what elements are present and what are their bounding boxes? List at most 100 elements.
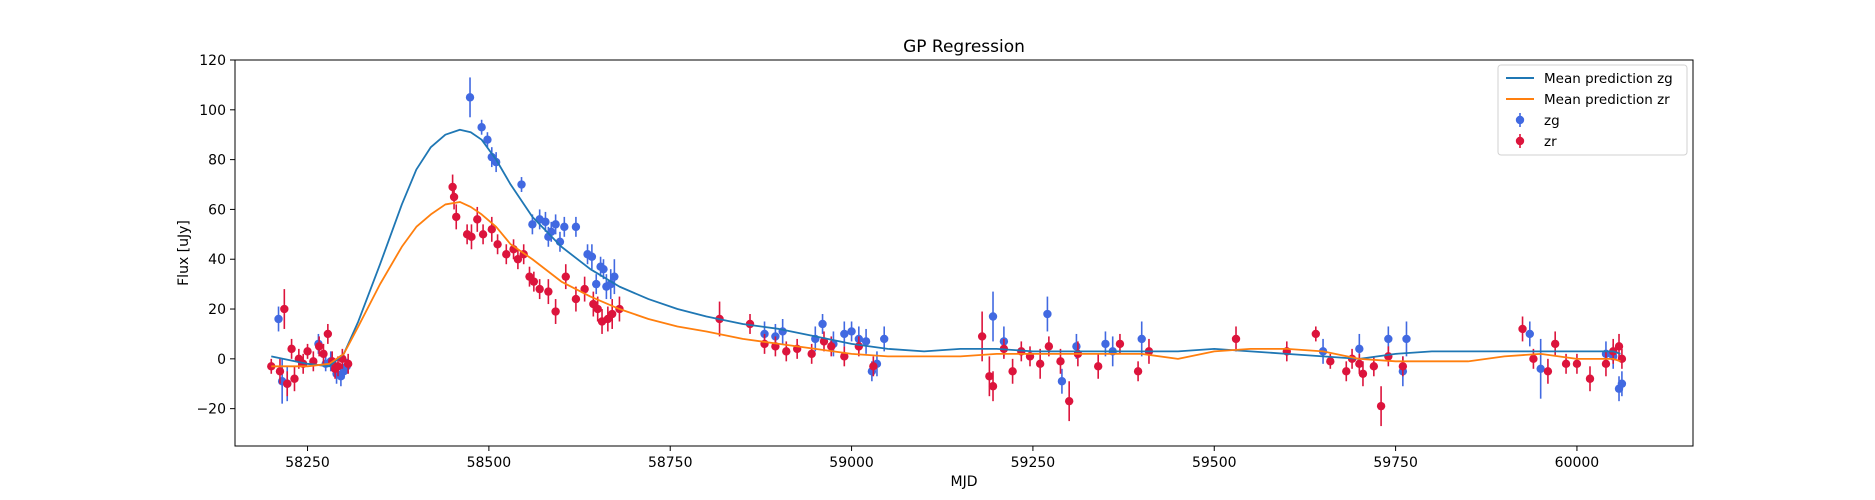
data-point <box>283 379 292 388</box>
y-tick-label: 60 <box>208 202 226 218</box>
data-point <box>1043 309 1052 319</box>
data-point <box>1342 367 1351 376</box>
data-point <box>1402 334 1411 344</box>
legend-marker-swatch <box>1515 136 1525 146</box>
data-point <box>314 342 324 351</box>
data-point <box>274 314 283 324</box>
data-point <box>449 192 459 202</box>
data-point <box>547 227 556 237</box>
data-point <box>513 255 523 264</box>
data-point <box>452 212 461 222</box>
data-point <box>592 279 601 289</box>
y-tick-label: 40 <box>208 252 226 268</box>
data-point <box>977 332 987 341</box>
x-tick-label: 59000 <box>829 455 874 471</box>
data-point <box>782 347 791 356</box>
data-point <box>1561 359 1571 369</box>
data-point <box>1525 329 1534 339</box>
data-point <box>333 362 343 371</box>
data-point <box>854 342 864 351</box>
data-point <box>840 329 849 339</box>
data-point <box>290 374 299 383</box>
data-point <box>560 222 569 232</box>
x-axis: 58250 58500 58750 59000 59250 59500 59750 60000 <box>285 446 1599 471</box>
y-tick-label: 0 <box>217 352 226 368</box>
chart-title: GP Regression <box>903 37 1025 57</box>
data-point <box>1057 377 1067 386</box>
data-point <box>880 334 889 344</box>
data-point <box>1064 396 1074 406</box>
data-point <box>502 250 511 259</box>
data-point <box>1529 354 1538 364</box>
data-point <box>1133 367 1143 376</box>
data-point <box>988 312 998 321</box>
data-point <box>827 342 836 351</box>
data-point <box>771 332 780 341</box>
data-point <box>1614 342 1624 351</box>
legend-label: Mean prediction zr <box>1544 92 1670 108</box>
data-point <box>1536 364 1545 373</box>
data-point <box>1311 329 1321 339</box>
y-axis-label: Flux [uJy] <box>176 220 192 286</box>
data-point <box>323 329 333 339</box>
data-point <box>1376 401 1386 411</box>
data-point <box>1572 359 1582 369</box>
data-point <box>1056 357 1065 366</box>
mean-line-zr <box>271 201 1621 368</box>
legend-marker-swatch <box>1515 115 1525 125</box>
data-point <box>541 217 550 227</box>
data-point <box>528 220 537 229</box>
data-point <box>985 372 994 381</box>
data-point <box>1384 352 1393 361</box>
data-point <box>1617 379 1627 388</box>
y-tick-label: 120 <box>199 53 226 69</box>
data-point <box>1355 344 1364 354</box>
plot-area <box>267 77 1627 427</box>
legend-label: zg <box>1544 113 1560 129</box>
data-point <box>448 182 457 192</box>
x-tick-label: 60000 <box>1555 455 1600 471</box>
x-tick-label: 59250 <box>1011 455 1056 471</box>
data-point <box>571 222 581 232</box>
data-point <box>1384 334 1393 344</box>
data-point <box>487 225 496 234</box>
y-tick-label: 20 <box>208 302 226 318</box>
data-point <box>493 240 502 249</box>
legend-label: Mean prediction zg <box>1544 71 1673 87</box>
data-point <box>535 284 544 294</box>
data-point <box>478 230 488 239</box>
data-point <box>529 277 539 286</box>
data-point <box>275 367 285 376</box>
x-tick-label: 59500 <box>1192 455 1237 471</box>
data-point <box>1035 359 1045 369</box>
data-point <box>477 123 486 132</box>
legend: Mean prediction zg Mean prediction zr zg zr <box>1497 64 1688 156</box>
data-point <box>1585 374 1595 383</box>
data-point <box>343 359 353 369</box>
data-point <box>483 135 492 144</box>
data-point <box>1550 339 1560 349</box>
x-tick-label: 58750 <box>648 455 693 471</box>
data-point <box>465 93 475 102</box>
data-point <box>1543 367 1553 376</box>
data-point <box>607 309 617 319</box>
data-point <box>1617 354 1627 364</box>
data-point <box>1398 362 1408 371</box>
data-point <box>1326 357 1335 366</box>
data-point <box>988 382 998 391</box>
data-point <box>593 304 602 314</box>
data-point <box>840 352 849 361</box>
data-point <box>544 287 553 296</box>
x-tick-label: 58250 <box>285 455 330 471</box>
data-point <box>599 264 608 274</box>
data-point <box>1115 339 1125 349</box>
data-point <box>1358 369 1368 378</box>
data-point <box>551 220 560 229</box>
data-point <box>280 304 289 314</box>
data-point <box>319 349 328 359</box>
data-point <box>1355 359 1364 369</box>
data-point <box>861 337 871 346</box>
data-point <box>610 272 619 281</box>
data-point <box>467 232 476 242</box>
